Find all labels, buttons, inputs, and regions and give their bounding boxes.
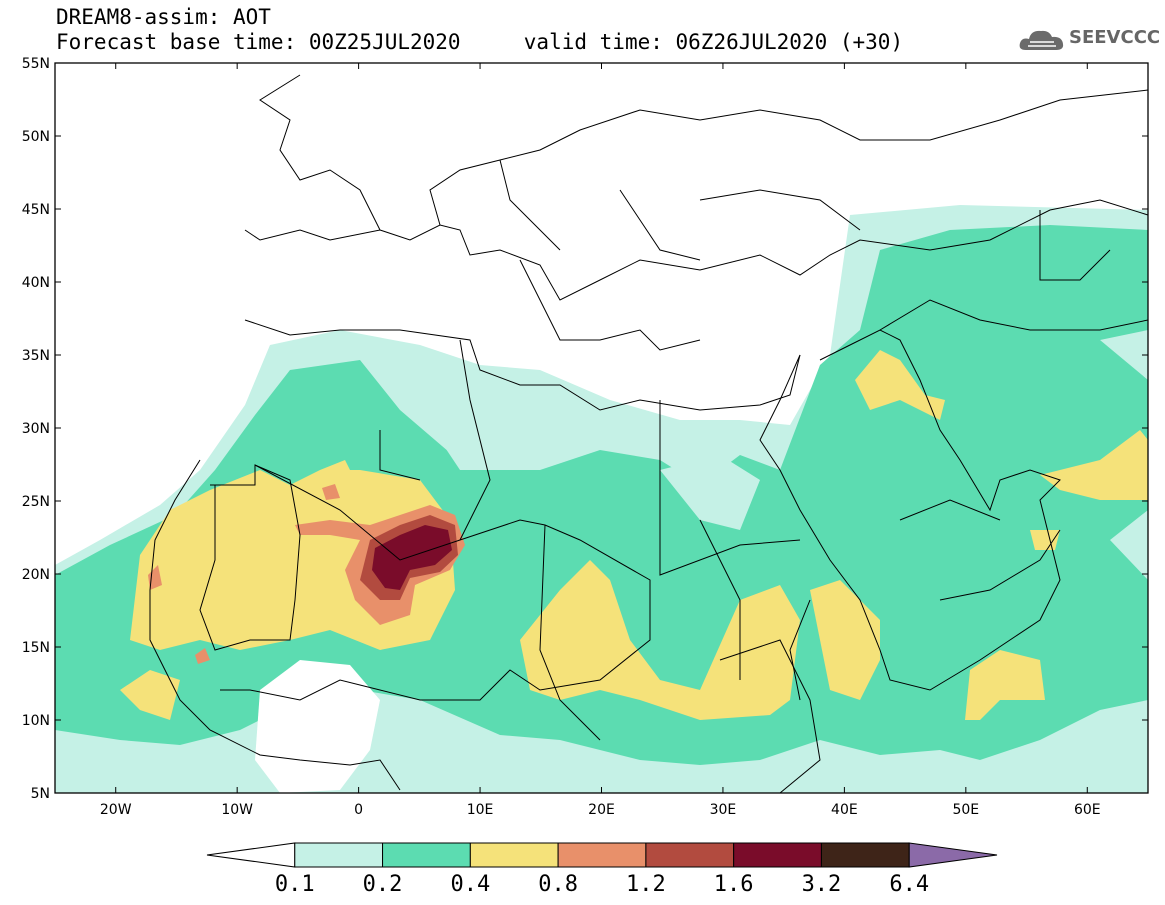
lat-tick-label: 15N [22,640,50,656]
colorbar-label: 1.2 [626,872,666,897]
lat-tick-label: 45N [22,202,50,218]
colorbar-label: 0.4 [450,872,490,897]
lat-tick-label: 35N [22,348,50,364]
lat-tick-label: 5N [31,786,50,802]
longitude-axis: 20W 10W 0 10E 20E 30E 40E 50E 60E [100,63,1101,818]
lon-tick-label: 20E [588,802,615,818]
aot-level-0-4 [1030,530,1060,550]
cloud-logo-icon [1019,30,1064,50]
colorbar-segment [820,842,910,868]
forecast-time-line: Forecast base time: 00Z25JUL2020 valid t… [56,30,904,54]
colorbar-label: 3.2 [802,872,842,897]
lon-tick-label: 50E [952,802,979,818]
aot-level-0-8 [195,648,210,664]
aot-colorbar: 0.1 0.2 0.4 0.8 1.2 1.6 3.2 6.4 [206,842,998,897]
latitude-axis: 55N 50N 45N 40N 35N 30N 25N 20N 15N 10N 5N [22,56,1148,802]
colorbar-label: 0.2 [363,872,403,897]
lon-tick-label: 10W [221,802,253,818]
lat-tick-label: 10N [22,713,50,729]
lon-tick-label: 30E [710,802,737,818]
aot-contour-fields [55,205,1148,793]
lat-tick-label: 55N [22,56,50,72]
lon-tick-label: 10E [467,802,494,818]
colorbar-segment [908,842,998,868]
colorbar-segment [557,842,647,868]
aot-level-1-6 [372,525,452,590]
colorbar-label: 0.1 [275,872,315,897]
map-title: DREAM8-assim: AOT [56,5,271,29]
aot-level-0-4 [965,650,1045,720]
lon-tick-label: 0 [354,802,363,818]
lon-tick-label: 60E [1074,802,1101,818]
aot-level-0-4 [810,580,880,700]
lon-tick-label: 20W [100,802,132,818]
colorbar-label: 1.6 [714,872,754,897]
aot-level-0-4 [120,670,180,720]
colorbar-segment [645,842,735,868]
lat-tick-label: 25N [22,494,50,510]
logo-text: SEEVCCC [1069,27,1161,48]
lat-tick-label: 50N [22,129,50,145]
lat-tick-label: 40N [22,275,50,291]
aot-clear-patch [255,660,380,793]
lat-tick-label: 30N [22,421,50,437]
colorbar-label: 0.8 [538,872,578,897]
coastlines-and-borders [149,74,1148,793]
aot-clear-patch [660,455,760,530]
lat-tick-label: 20N [22,567,50,583]
aot-level-0-4 [1040,430,1148,500]
aot-level-0-4 [520,560,800,720]
aot-level-0-8 [322,484,340,500]
aot-clear-patch [440,420,560,470]
colorbar-segment [382,842,471,868]
colorbar-segment [469,842,559,868]
aot-level-0-8 [148,565,162,590]
lon-tick-label: 40E [831,802,858,818]
aot-level-0-4 [855,350,945,420]
colorbar-segment [294,842,384,868]
colorbar-segment [206,842,296,868]
colorbar-label: 6.4 [889,872,929,897]
colorbar-segment [733,842,822,868]
